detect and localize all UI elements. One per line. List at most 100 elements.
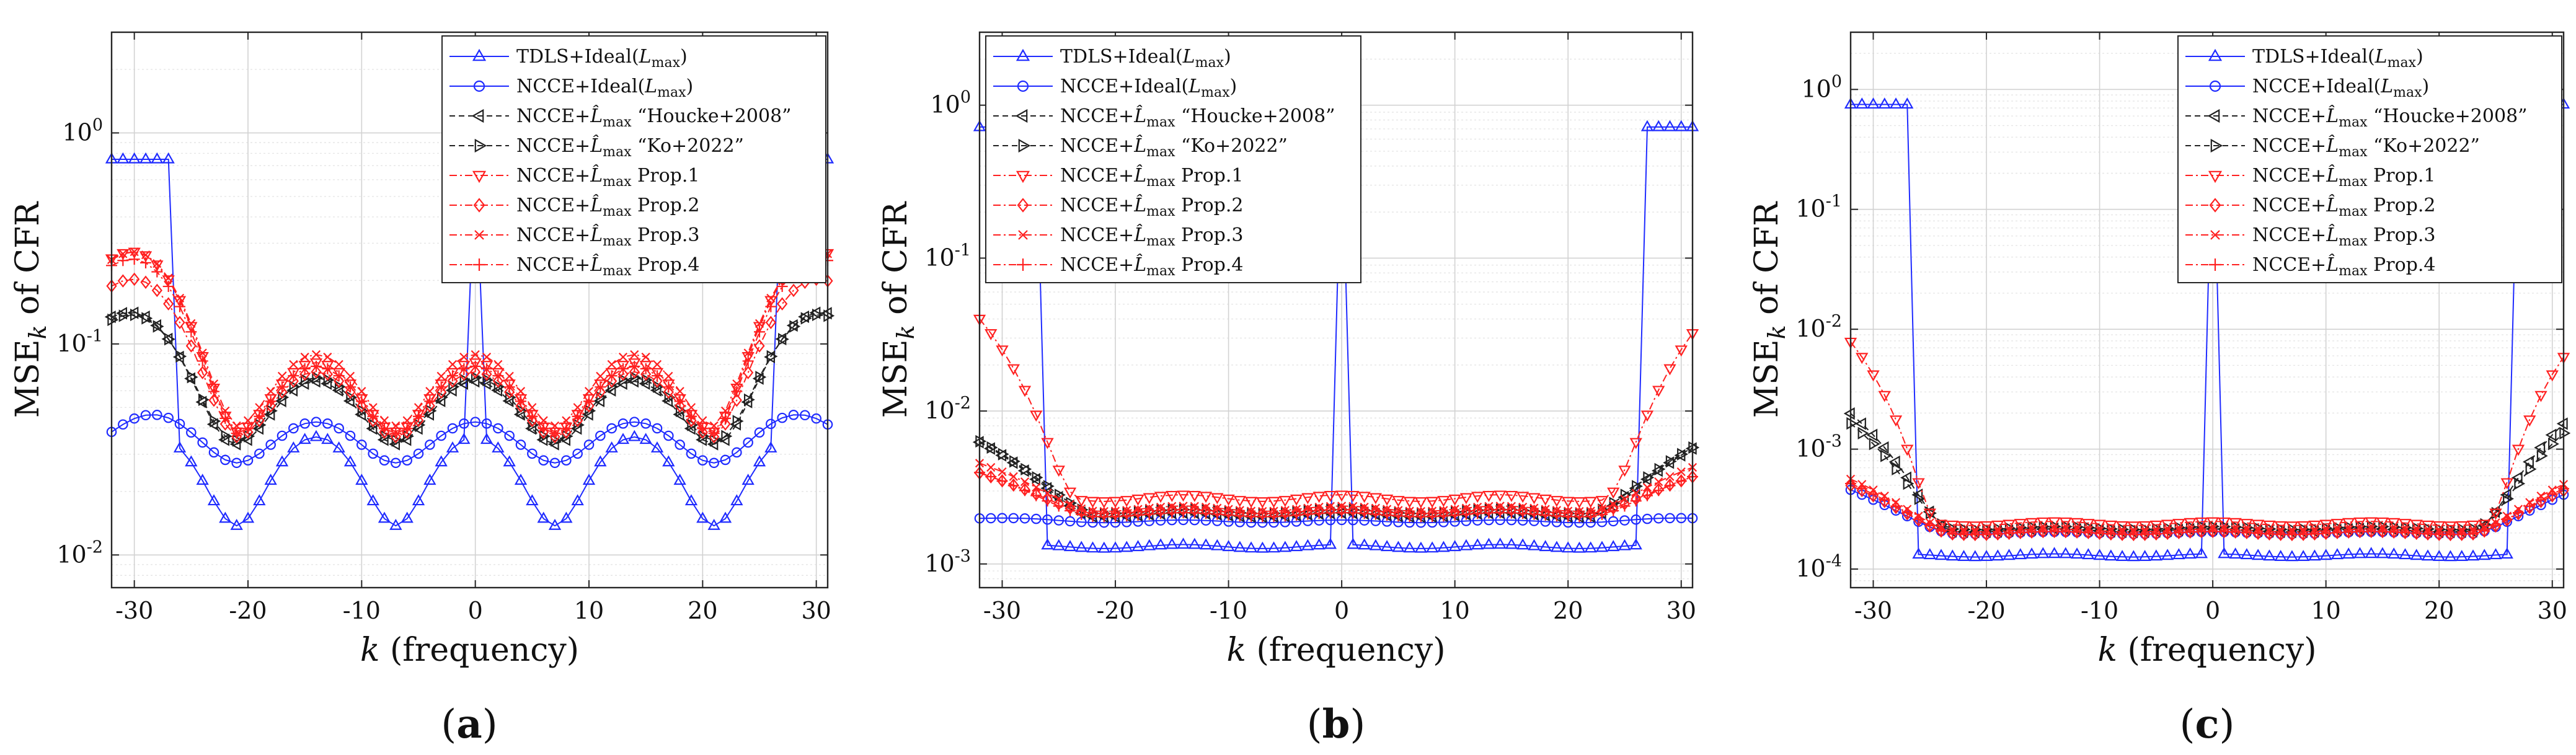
data-point (1132, 510, 1144, 521)
data-point (2455, 550, 2468, 561)
data-point (2559, 426, 2571, 440)
legend-label: NCCE+L̂max Prop.4 (1060, 254, 1243, 279)
data-point (2445, 529, 2456, 541)
data-point (709, 430, 720, 444)
data-point (1981, 529, 1993, 541)
data-point (686, 403, 696, 412)
data-point (662, 379, 675, 391)
data-point (1517, 508, 1529, 519)
data-point (1562, 497, 1575, 508)
data-point (1880, 449, 1892, 462)
series-2 (106, 410, 833, 469)
data-point (1495, 501, 1505, 511)
data-point (560, 423, 572, 435)
data-point (1166, 490, 1179, 502)
data-point (2444, 521, 2457, 533)
data-point (2354, 524, 2366, 539)
data-point (1857, 426, 1869, 440)
data-point (812, 308, 823, 322)
data-point (2410, 549, 2423, 560)
data-point (1654, 462, 1666, 476)
data-point (755, 371, 767, 384)
data-point (1358, 492, 1371, 503)
series-line (111, 258, 828, 435)
data-point (709, 457, 719, 469)
legend-item: NCCE+L̂max “Houcke+2008” (993, 105, 1335, 130)
data-point (164, 333, 175, 346)
x-tick-label: 10 (2311, 597, 2340, 624)
legend-label: NCCE+L̂max Prop.3 (1060, 224, 1243, 249)
data-point (2071, 526, 2083, 538)
data-point (1077, 504, 1086, 513)
data-point (1154, 492, 1167, 503)
data-point (141, 250, 151, 260)
legend-label: NCCE+Ideal(Lmax) (2252, 76, 2429, 100)
data-point (1347, 507, 1359, 519)
series-8 (106, 254, 833, 439)
data-point (346, 391, 358, 404)
data-point (345, 371, 355, 381)
data-point (2466, 549, 2480, 561)
legend-label: NCCE+L̂max Prop.1 (2252, 165, 2435, 190)
data-point (516, 387, 526, 396)
data-point (2286, 529, 2298, 541)
data-point (1460, 508, 1472, 520)
data-point (503, 381, 515, 393)
data-point (2388, 547, 2401, 559)
data-point (2285, 521, 2299, 533)
data-point (2535, 494, 2547, 506)
data-point (777, 297, 788, 311)
data-point (481, 418, 492, 429)
data-point (1629, 538, 1642, 550)
data-point (719, 412, 732, 423)
data-point (1064, 516, 1076, 527)
data-point (788, 410, 799, 420)
data-point (2308, 520, 2321, 532)
data-point (640, 418, 651, 429)
series-line (1850, 423, 2564, 531)
data-point (1632, 480, 1643, 493)
data-point (2275, 529, 2286, 541)
data-point (1347, 537, 1360, 549)
data-point (1188, 537, 1201, 549)
data-point (697, 455, 708, 466)
data-point (151, 266, 163, 278)
data-point (2162, 528, 2174, 539)
data-point (1901, 444, 1914, 456)
data-point (390, 428, 402, 439)
data-point (230, 518, 243, 530)
data-point (639, 377, 650, 391)
data-point (2014, 519, 2027, 530)
data-point (206, 418, 218, 431)
data-point (504, 430, 515, 441)
data-point (652, 360, 662, 369)
chart-panel-b: -30 -20 -10 0 10 20 30 10-3 10-2 10-1 100 k (freque… (877, 31, 1700, 748)
data-point (255, 403, 264, 412)
data-point (2229, 518, 2242, 529)
data-point (675, 387, 684, 396)
data-point (1688, 441, 1700, 454)
data-point (1843, 407, 1855, 420)
data-point (2523, 455, 2534, 469)
data-point (2365, 526, 2377, 537)
data-point (2331, 527, 2343, 539)
data-point (765, 301, 777, 312)
y-tick-label: 10-1 (1795, 192, 1842, 223)
data-point (1280, 506, 1290, 515)
data-point (1052, 466, 1065, 477)
data-point (2115, 521, 2129, 532)
data-point (209, 379, 219, 389)
data-point (743, 393, 755, 406)
data-point (652, 370, 663, 382)
data-point (434, 394, 446, 408)
data-point (2399, 519, 2412, 530)
legend-marker (472, 48, 487, 61)
legend-marker (2208, 48, 2223, 61)
data-point (1541, 505, 1550, 514)
data-point (1211, 493, 1224, 505)
data-point (413, 410, 424, 422)
y-axis-label: MSEk of CFR (9, 201, 51, 418)
legend-item: NCCE+Ideal(Lmax) (449, 76, 693, 100)
data-point (1312, 538, 1326, 550)
data-point (1292, 505, 1301, 514)
